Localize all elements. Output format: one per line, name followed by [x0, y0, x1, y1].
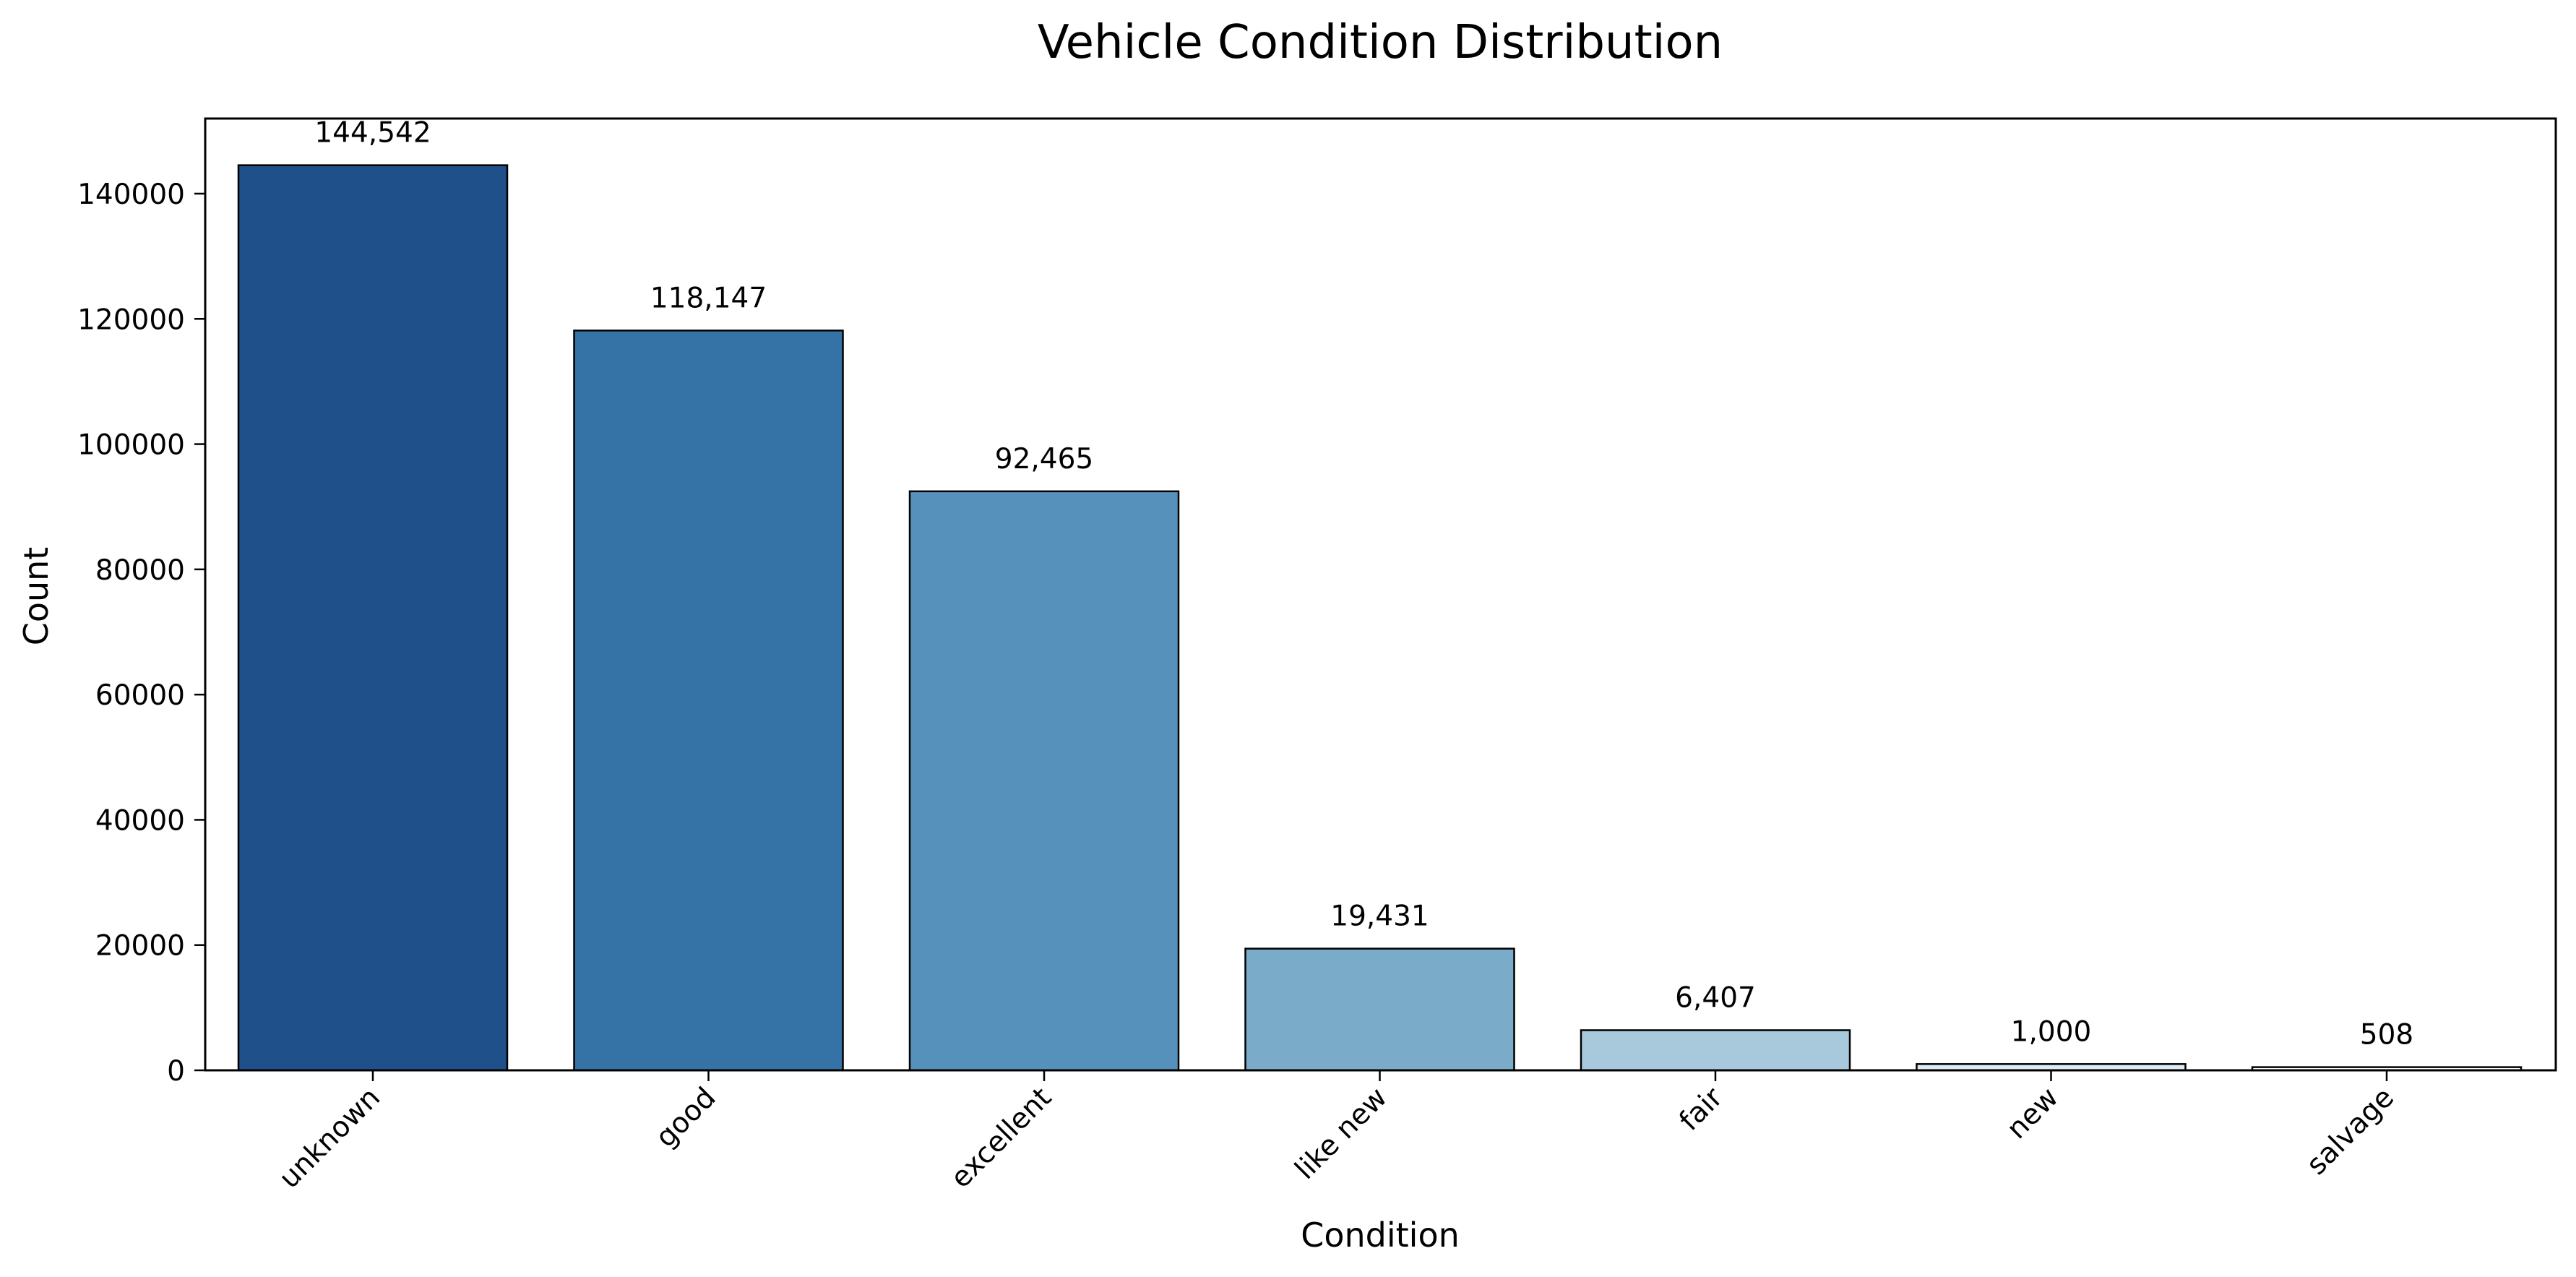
data-label-excellent: 92,465 — [995, 443, 1093, 476]
y-axis: 0 20000 40000 60000 80000 100000 120000 140000 — [77, 179, 205, 1088]
data-label-new: 1,000 — [2011, 1015, 2092, 1048]
x-tick-label-fair: fair — [1673, 1081, 1730, 1138]
data-label-fair: 6,407 — [1675, 981, 1756, 1014]
data-label-like-new: 19,431 — [1330, 900, 1429, 933]
y-tick-label-40000: 40000 — [95, 804, 185, 837]
data-label-salvage: 508 — [2360, 1019, 2413, 1052]
x-tick-label-new: new — [2001, 1081, 2065, 1145]
bars-group — [237, 164, 2523, 1072]
x-axis: unknown good excellent like new fair new salva… — [273, 1070, 2400, 1195]
bar-fair — [1580, 1029, 1851, 1072]
y-tick-label-100000: 100000 — [77, 429, 185, 462]
bar-good — [573, 330, 844, 1072]
x-tick-label-salvage: salvage — [2301, 1081, 2400, 1181]
x-tick-label-excellent: excellent — [944, 1081, 1058, 1195]
data-labels-group: 144,542 118,147 92,465 19,431 6,407 1,000 508 — [314, 117, 2413, 1052]
data-label-unknown: 144,542 — [314, 117, 431, 150]
x-axis-label: Condition — [1301, 1216, 1460, 1255]
y-tick-label-140000: 140000 — [77, 179, 185, 211]
bar-unknown — [237, 164, 509, 1072]
y-axis-label: Count — [17, 547, 56, 646]
x-tick-label-good: good — [650, 1081, 723, 1154]
bar-like-new — [1244, 947, 1515, 1072]
y-tick-label-60000: 60000 — [95, 679, 185, 712]
y-tick-label-80000: 80000 — [95, 554, 185, 587]
bar-excellent — [908, 490, 1180, 1072]
plot-frame — [204, 117, 2557, 1072]
data-label-good: 118,147 — [650, 282, 767, 314]
x-tick-label-like-new: like new — [1289, 1081, 1394, 1186]
y-tick-label-0: 0 — [167, 1055, 185, 1088]
y-tick-label-20000: 20000 — [95, 930, 185, 963]
y-tick-label-120000: 120000 — [77, 304, 185, 336]
x-tick-label-unknown: unknown — [273, 1081, 387, 1195]
chart-title: Vehicle Condition Distribution — [1038, 16, 1723, 69]
